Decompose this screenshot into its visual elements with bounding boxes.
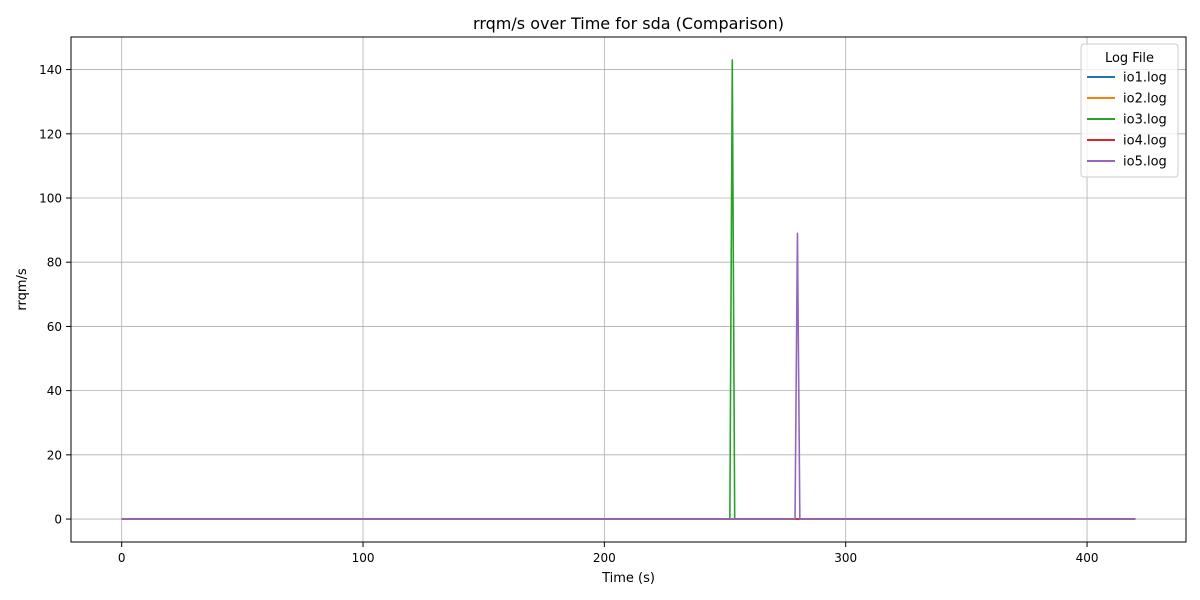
y-tick-label: 0 (54, 513, 62, 527)
y-tick-label: 80 (47, 256, 62, 270)
x-tick-label: 100 (352, 551, 375, 565)
legend-label: io2.log (1123, 92, 1167, 107)
y-tick-label: 120 (39, 127, 62, 141)
y-axis-label: rrqm/s (15, 268, 30, 311)
y-tick-label: 40 (47, 384, 62, 398)
legend-label: io1.log (1123, 71, 1167, 86)
chart-title: rrqm/s over Time for sda (Comparison) (473, 14, 784, 33)
x-tick-label: 400 (1076, 551, 1099, 565)
legend-label: io5.log (1123, 155, 1167, 170)
ticks: 0 100 200 300 400 0 20 40 60 80 100 120 140 (39, 63, 1098, 565)
x-tick-label: 200 (593, 551, 616, 565)
y-tick-label: 20 (47, 448, 62, 462)
series-layer (121, 59, 1136, 520)
y-tick-label: 60 (47, 320, 62, 334)
legend: Log File io1.log io2.log io3.log io4.log io5… (1080, 43, 1179, 178)
x-tick-label: 300 (834, 551, 857, 565)
legend-label: io3.log (1123, 113, 1167, 128)
plot-frame (70, 36, 1187, 543)
legend-items: io1.log io2.log io3.log io4.log io5.log (1087, 71, 1167, 170)
legend-label: io4.log (1123, 134, 1167, 149)
series-line-io5-log (121, 232, 1136, 520)
y-tick-label: 140 (39, 63, 62, 77)
legend-title: Log File (1105, 51, 1154, 66)
x-axis-label: Time (s) (601, 571, 655, 586)
x-tick-label: 0 (118, 551, 126, 565)
y-tick-label: 100 (39, 192, 62, 206)
